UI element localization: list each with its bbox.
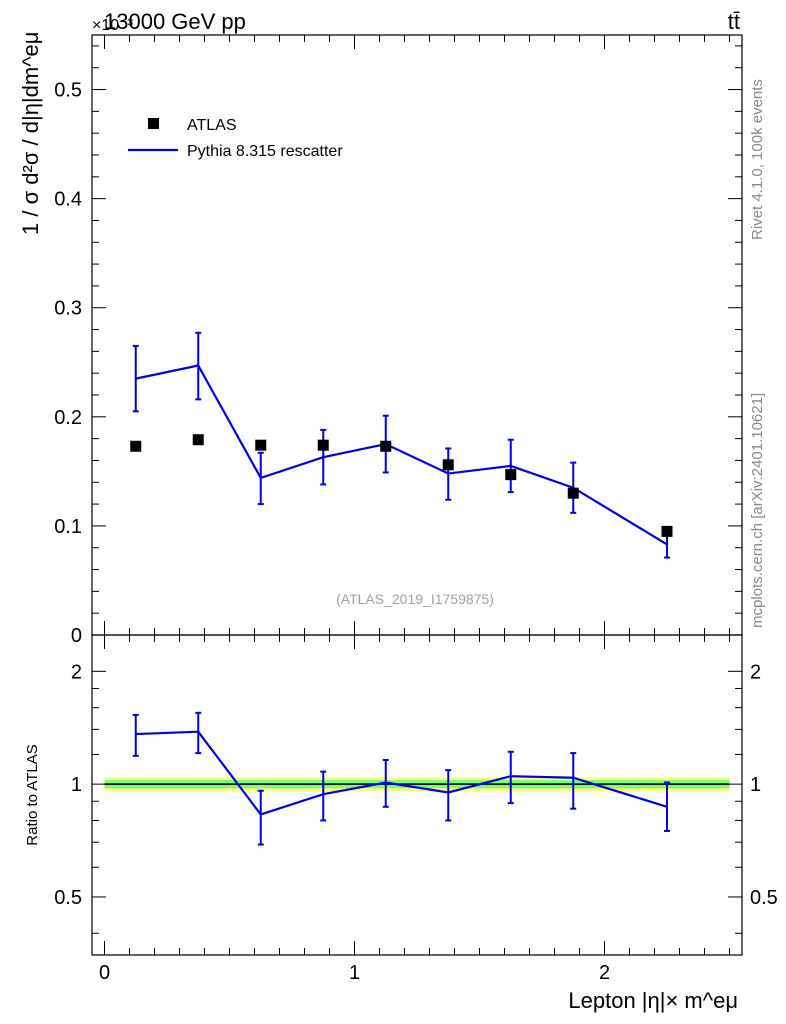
main-y-tick-label: 0.1 bbox=[54, 516, 82, 538]
ratio-uncertainty-band bbox=[104, 776, 730, 792]
ratio-y-axis-title: Ratio to ATLAS bbox=[24, 744, 41, 845]
process-label: tt̄ bbox=[728, 9, 740, 34]
main-panel: 0 0.1 0.2 0.3 0.4 0.5 bbox=[54, 34, 743, 647]
ratio-y-tick-label-right: 1 bbox=[750, 774, 761, 796]
energy-label: 13000 GeV pp bbox=[104, 9, 246, 34]
ratio-y-tick-label-right: 2 bbox=[750, 661, 761, 683]
atlas-data-point bbox=[192, 434, 204, 446]
atlas-data-point bbox=[567, 487, 579, 499]
mcplots-label: mcplots.cern.ch [arXiv:2401.10621] bbox=[749, 393, 766, 628]
atlas-data-point bbox=[317, 439, 329, 451]
ratio-plot-frame bbox=[91, 634, 743, 956]
atlas-data-point bbox=[255, 439, 267, 451]
legend-atlas-marker bbox=[148, 118, 159, 129]
atlas-data-point bbox=[505, 469, 517, 481]
atlas-data-point bbox=[661, 525, 673, 537]
main-y-ticks: 0 0.1 0.2 0.3 0.4 0.5 bbox=[54, 45, 742, 647]
main-x-ticks bbox=[104, 35, 730, 635]
ratio-y-tick-label: 1 bbox=[71, 774, 82, 796]
rivet-label: Rivet 4.1.0, 100k events bbox=[749, 79, 766, 240]
ratio-x-ticks: 0 1 2 bbox=[99, 635, 730, 984]
atlas-data-point bbox=[130, 440, 142, 452]
x-tick-label: 1 bbox=[349, 962, 360, 984]
ratio-error-bars bbox=[132, 711, 670, 846]
main-y-tick-label: 0.5 bbox=[54, 80, 82, 102]
exponent-label: ×10⁻³ bbox=[92, 17, 134, 34]
main-y-tick-label: 0.3 bbox=[54, 298, 82, 320]
ratio-y-tick-label: 2 bbox=[71, 661, 82, 683]
legend-mc-label: Pythia 8.315 rescatter bbox=[187, 143, 343, 160]
ratio-y-ticks: 0.5 0.5 1 1 2 2 bbox=[54, 661, 778, 934]
ratio-y-tick-label-right: 0.5 bbox=[750, 887, 778, 909]
main-y-tick-label: 0 bbox=[71, 625, 82, 647]
ratio-series-line bbox=[135, 730, 668, 816]
main-y-tick-label: 0.2 bbox=[54, 407, 82, 429]
data-markers bbox=[130, 434, 673, 537]
atlas-data-point bbox=[380, 440, 392, 452]
x-axis-title: Lepton |η|× m^eμ bbox=[568, 988, 738, 1013]
legend-atlas-label: ATLAS bbox=[187, 117, 237, 134]
ratio-panel: 0.5 0.5 1 1 2 2 0 1 2 bbox=[54, 634, 778, 984]
mc-error-bars bbox=[132, 331, 670, 559]
atlas-data-point bbox=[442, 459, 454, 471]
x-tick-label: 2 bbox=[599, 962, 610, 984]
legend: ATLAS Pythia 8.315 rescatter bbox=[128, 117, 343, 160]
x-tick-label: 0 bbox=[99, 962, 110, 984]
main-y-tick-label: 0.4 bbox=[54, 189, 82, 211]
ratio-y-tick-label: 0.5 bbox=[54, 887, 82, 909]
analysis-id-label: (ATLAS_2019_I1759875) bbox=[336, 591, 494, 607]
main-y-axis-title: 1 / σ d²σ / d|η|dm^eμ bbox=[18, 32, 43, 235]
mc-series-line bbox=[135, 364, 668, 546]
